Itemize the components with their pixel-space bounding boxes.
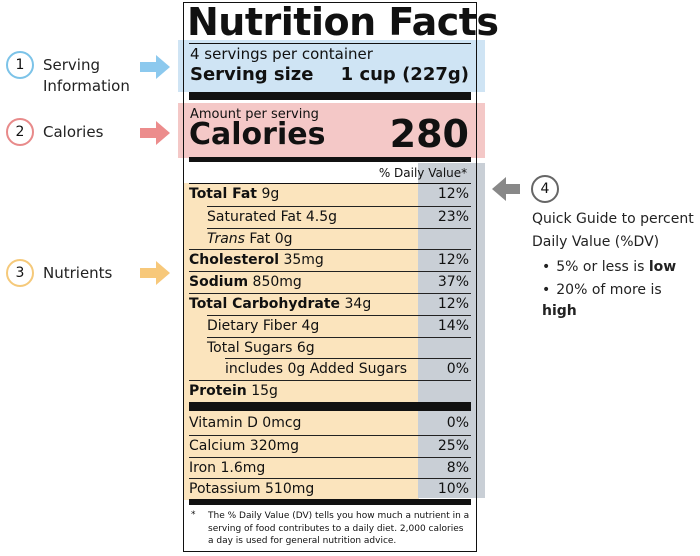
- bullet-text: 5% or less is: [556, 259, 645, 275]
- nutrient-name: Protein: [189, 383, 247, 400]
- serving-band: [178, 40, 485, 92]
- nutrient-row: Cholesterol 35mg 12%: [189, 249, 471, 271]
- nutrient-name: Cholesterol: [189, 252, 279, 269]
- label-box: [183, 2, 477, 552]
- footnote-text: The % Daily Value (DV) tells you how muc…: [208, 511, 470, 546]
- annotation-label: Calories: [43, 123, 104, 141]
- nutrient-row: Potassium 510mg 10%: [189, 478, 471, 500]
- nutrient-row: Saturated Fat 4.5g 23%: [207, 205, 471, 228]
- nutrient-name: Total Fat: [189, 186, 258, 202]
- nutrient-row: Protein 15g: [189, 380, 471, 402]
- nutrient-name: Dietary Fiber 4g: [207, 317, 320, 334]
- calories-label: Calories: [189, 117, 326, 152]
- nutrient-row: Total Carbohydrate 34g 12%: [189, 293, 471, 315]
- nutrient-dv: 12%: [437, 186, 469, 202]
- serving-size-value: 1 cup (227g): [340, 64, 469, 85]
- guide-number: 4: [531, 175, 559, 203]
- nutrient-amount: 34g: [344, 296, 372, 312]
- dv-band: [418, 163, 485, 498]
- annotation-label: Serving Information: [43, 56, 130, 95]
- nutrient-row: Trans Fat 0g: [207, 227, 471, 250]
- nutrient-dv: 12%: [437, 296, 469, 312]
- rule: [189, 183, 471, 184]
- nutrient-dv: 14%: [437, 317, 469, 334]
- servings: 4 servings per container: [190, 45, 373, 63]
- footnote-mark: *: [191, 510, 196, 520]
- dv-header: % Daily Value*: [378, 166, 468, 180]
- vitamin-dv: 25%: [437, 437, 469, 454]
- calories-caption: Amount per serving: [190, 107, 319, 122]
- label-title: Nutrition Facts: [187, 0, 499, 44]
- annotation-number: 2: [6, 118, 34, 146]
- guide-line: Daily Value (%DV): [532, 234, 660, 250]
- nutrient-amount: 9g: [261, 186, 280, 202]
- calories-band: [178, 103, 485, 158]
- guide-bullet: 5% or less is low: [542, 257, 676, 278]
- nutrient-name-italic: Trans: [207, 230, 245, 247]
- bullet-bold: low: [648, 259, 677, 275]
- arrow: [492, 177, 520, 201]
- calories-value: 280: [389, 112, 469, 156]
- thick-rule: [189, 92, 471, 100]
- nutrient-row: Total Fat 9g 12%: [189, 184, 471, 206]
- vitamin-dv: 0%: [446, 415, 469, 431]
- nutrient-row: Dietary Fiber 4g 14%: [207, 314, 471, 337]
- bullet-bold: high: [542, 303, 577, 319]
- nutrient-name: Sodium: [189, 274, 249, 291]
- guide-line: Quick Guide to percent: [532, 211, 694, 227]
- vitamin-dv: 10%: [437, 481, 469, 498]
- arrow: [140, 55, 170, 79]
- thick-rule: [189, 402, 471, 411]
- arrow: [140, 121, 170, 145]
- medium-rule: [189, 157, 471, 162]
- nutrient-name: Total Sugars 6g: [207, 339, 315, 356]
- nutrient-row: Total Sugars 6g: [207, 336, 471, 359]
- nutrient-row: includes 0g Added Sugars 0%: [225, 358, 471, 380]
- nutrient-amount: 35mg: [283, 252, 324, 269]
- nutrient-row: Vitamin D 0mcg 0%: [189, 413, 471, 435]
- nutrient-name: Saturated Fat 4.5g: [207, 208, 338, 225]
- vitamin-name: Calcium 320mg: [189, 437, 300, 454]
- vitamin-dv: 8%: [446, 459, 469, 476]
- nutrient-dv: 37%: [437, 274, 469, 291]
- vitamin-name: Vitamin D 0mcg: [189, 415, 302, 431]
- rule: [189, 43, 471, 44]
- guide-bullet: 20% of more is high: [542, 280, 700, 322]
- annotation-label: Nutrients: [43, 264, 113, 282]
- serving-size-label: Serving size: [190, 64, 314, 85]
- nutrient-dv: 12%: [437, 252, 469, 269]
- nutrient-name: Fat 0g: [249, 230, 293, 247]
- nutrient-dv: 23%: [437, 208, 469, 225]
- nutrient-row: Sodium 850mg 37%: [189, 271, 471, 293]
- nutrient-name: Total Carbohydrate: [189, 296, 341, 312]
- nutrient-name: includes 0g Added Sugars: [225, 361, 408, 378]
- arrow: [140, 261, 170, 285]
- vitamin-name: Iron 1.6mg: [189, 459, 266, 476]
- nutrients-band: [183, 183, 419, 500]
- vitamin-name: Potassium 510mg: [189, 481, 315, 498]
- nutrient-dv: 0%: [446, 361, 469, 378]
- bullet-text: 20% of more is: [556, 282, 662, 298]
- nutrient-row: Iron 1.6mg 8%: [189, 456, 471, 479]
- nutrient-row: Calcium 320mg 25%: [189, 434, 471, 457]
- nutrient-amount: 850mg: [252, 274, 302, 291]
- medium-rule: [189, 499, 471, 505]
- annotation-number: 3: [6, 259, 34, 287]
- nutrient-amount: 15g: [251, 383, 278, 400]
- annotation-number: 1: [6, 51, 34, 79]
